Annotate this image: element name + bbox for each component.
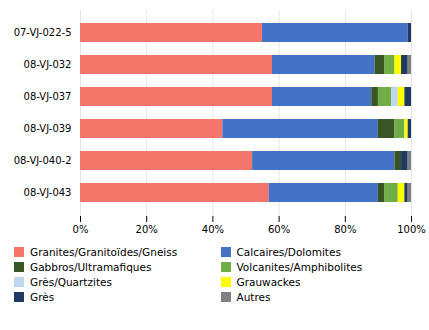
html-text:Volcanites/Amphibolites: Volcanites/Amphibolites: [236, 261, 363, 273]
html-text:Grès: Grès: [30, 291, 55, 303]
svg-text:40%: 40%: [202, 224, 224, 235]
html-text:Autres: Autres: [236, 291, 271, 303]
html-text:Grauwackes: Grauwackes: [236, 276, 301, 288]
html-text:Grès/Quartzites: Grès/Quartzites: [30, 276, 112, 288]
svg-text:08-VJ-039: 08-VJ-039: [24, 123, 72, 134]
html-text:Calcaires/Dolomites: Calcaires/Dolomites: [236, 246, 341, 258]
svg-text:07-VJ-022-5: 07-VJ-022-5: [14, 27, 72, 38]
svg-text:20%: 20%: [136, 224, 158, 235]
svg-text:08-VJ-037: 08-VJ-037: [24, 91, 72, 102]
svg-text:100%: 100%: [397, 224, 426, 235]
svg-text:60%: 60%: [268, 224, 290, 235]
svg-text:08-VJ-040-2: 08-VJ-040-2: [14, 155, 72, 166]
svg-text:80%: 80%: [334, 224, 356, 235]
html-text:Gabbros/Ultramafiques: Gabbros/Ultramafiques: [30, 261, 152, 273]
svg-text:0%: 0%: [73, 224, 89, 235]
svg-text:08-VJ-032: 08-VJ-032: [24, 59, 72, 70]
html-text:Granites/Granitoïdes/Gneiss: Granites/Granitoïdes/Gneiss: [30, 246, 178, 258]
svg-text:08-VJ-043: 08-VJ-043: [24, 187, 72, 198]
